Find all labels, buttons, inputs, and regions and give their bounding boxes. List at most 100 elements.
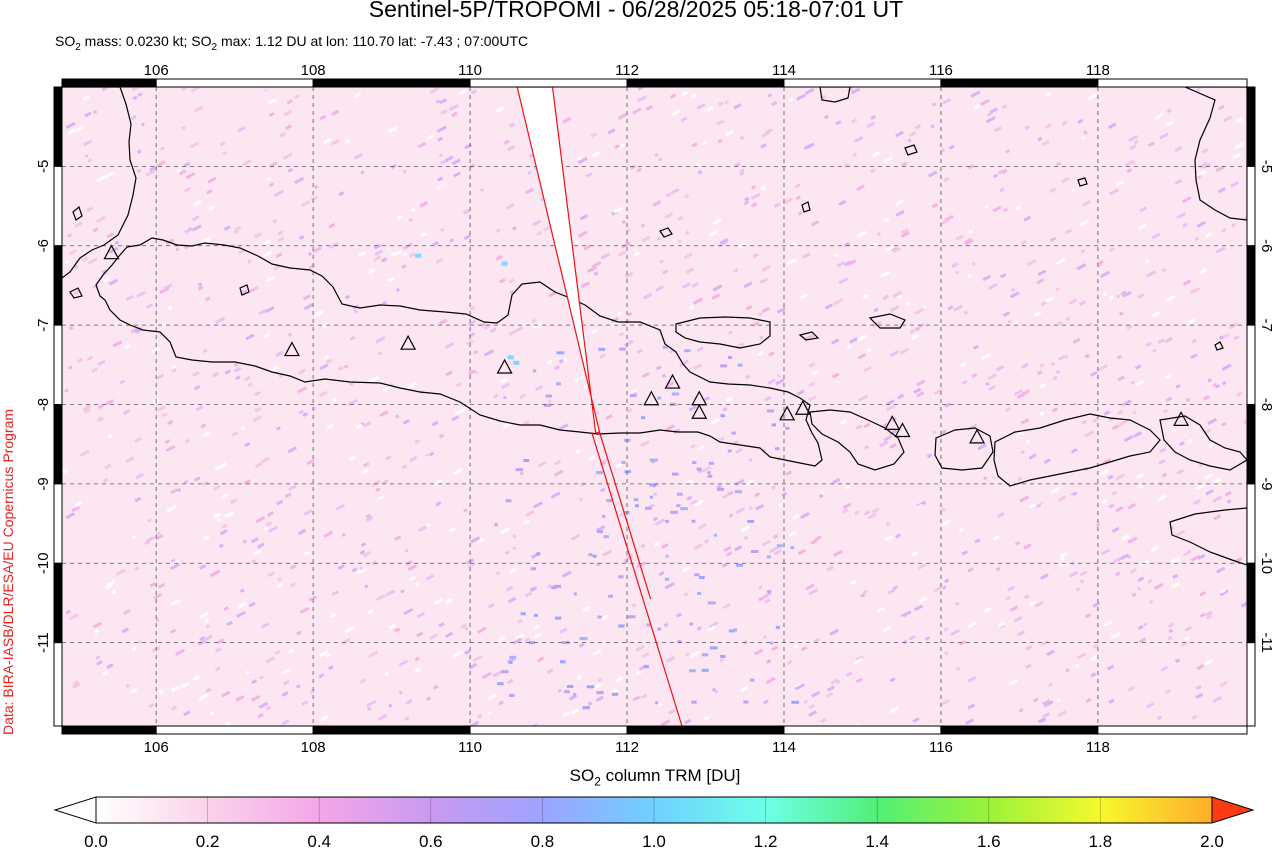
so2-pixel: [145, 459, 156, 467]
so2-pixel: [1187, 118, 1192, 124]
so2-pixel: [1217, 187, 1226, 194]
so2-pixel: [970, 90, 981, 98]
so2-pixel: [328, 222, 336, 229]
so2-pixel: [796, 389, 805, 396]
so2-pixel: [398, 690, 403, 695]
lon-tick-label-top: 112: [615, 62, 639, 79]
so2-pixel: [1153, 582, 1164, 591]
so2-pixel: [717, 138, 723, 144]
so2-pixel: [809, 249, 819, 256]
so2-pixel: [712, 284, 723, 292]
so2-pixel: [1133, 431, 1143, 438]
so2-pixel: [472, 655, 483, 663]
so2-pixel: [1109, 295, 1114, 300]
so2-pixel: [260, 456, 270, 464]
so2-pixel: [104, 171, 115, 179]
so2-pixel: [254, 285, 259, 291]
so2-pixel-enhanced: [627, 615, 636, 619]
so2-pixel: [440, 227, 445, 232]
so2-pixel: [1103, 292, 1108, 297]
so2-pixel: [379, 410, 389, 418]
coast-karimunjawa: [659, 227, 673, 238]
so2-pixel: [956, 666, 961, 672]
so2-pixel: [470, 536, 480, 544]
so2-pixel: [254, 683, 263, 691]
so2-pixel: [132, 95, 138, 101]
so2-pixel: [1068, 298, 1078, 305]
so2-pixel: [986, 112, 992, 117]
lat-tick-label-right: -8: [1258, 398, 1272, 411]
so2-pixel: [1221, 380, 1227, 386]
so2-pixel: [611, 133, 618, 139]
so2-pixel: [1182, 549, 1192, 557]
so2-pixel: [941, 519, 951, 527]
so2-pixel: [267, 467, 277, 475]
so2-pixel: [287, 446, 297, 454]
so2-pixel: [189, 141, 200, 149]
so2-pixel: [753, 648, 764, 656]
so2-pixel-enhanced: [708, 461, 714, 465]
so2-pixel: [244, 441, 251, 448]
so2-pixel: [997, 169, 1005, 175]
frame-bar-bottom: [940, 725, 1099, 735]
so2-pixel: [140, 376, 147, 383]
so2-pixel: [181, 188, 193, 196]
so2-pixel: [468, 662, 478, 670]
so2-pixel: [504, 550, 510, 555]
so2-pixel: [1240, 601, 1247, 608]
so2-pixel: [917, 563, 926, 570]
so2-pixel-enhanced: [677, 640, 682, 644]
so2-pixel: [725, 397, 732, 403]
so2-pixel-enhanced: [602, 515, 606, 518]
so2-pixel-enhanced: [657, 396, 662, 400]
so2-pixel: [258, 701, 268, 709]
so2-pixel: [527, 170, 533, 175]
so2-pixel: [401, 264, 407, 269]
so2-pixel: [1112, 113, 1119, 119]
so2-pixel: [1156, 107, 1162, 112]
so2-pixel: [523, 637, 531, 643]
so2-pixel: [654, 541, 661, 547]
lat-tick-label-right: -6: [1258, 239, 1272, 252]
so2-pixel-enhanced: [776, 544, 783, 548]
so2-pixel: [1092, 644, 1099, 649]
so2-pixel: [745, 479, 754, 486]
so2-pixel: [237, 126, 246, 133]
so2-pixel: [1069, 494, 1074, 499]
so2-pixel: [989, 107, 998, 114]
so2-pixel: [68, 249, 77, 256]
so2-pixel: [892, 246, 902, 254]
so2-pixel: [160, 146, 165, 151]
so2-pixel: [743, 200, 750, 206]
so2-pixel: [72, 682, 81, 689]
so2-pixel: [268, 182, 275, 188]
so2-pixel: [664, 554, 670, 559]
so2-pixel: [955, 270, 960, 275]
so2-pixel: [345, 138, 350, 144]
so2-pixel: [697, 444, 705, 451]
so2-pixel: [554, 469, 564, 477]
so2-pixel: [388, 623, 397, 630]
so2-pixel: [1204, 232, 1213, 238]
so2-pixel-enhanced: [592, 554, 597, 558]
so2-pixel: [1110, 631, 1121, 640]
so2-pixel: [633, 251, 640, 257]
so2-pixel: [677, 239, 683, 244]
swath-gap-area: [516, 87, 601, 433]
so2-pixel: [1166, 271, 1176, 278]
so2-pixel: [1111, 490, 1117, 496]
so2-pixel: [1057, 320, 1063, 326]
so2-pixel: [254, 406, 262, 413]
so2-pixel: [398, 659, 409, 667]
so2-pixel: [1215, 379, 1223, 386]
so2-pixel-enhanced: [727, 356, 733, 359]
so2-pixel: [464, 649, 471, 655]
so2-pixel: [1147, 578, 1154, 584]
so2-pixel: [258, 308, 268, 316]
so2-pixel: [378, 495, 385, 501]
so2-pixel: [787, 550, 797, 558]
so2-pixel: [996, 511, 1005, 518]
so2-pixel: [808, 710, 818, 717]
so2-pixel: [102, 276, 110, 283]
so2-pixel: [783, 307, 791, 314]
